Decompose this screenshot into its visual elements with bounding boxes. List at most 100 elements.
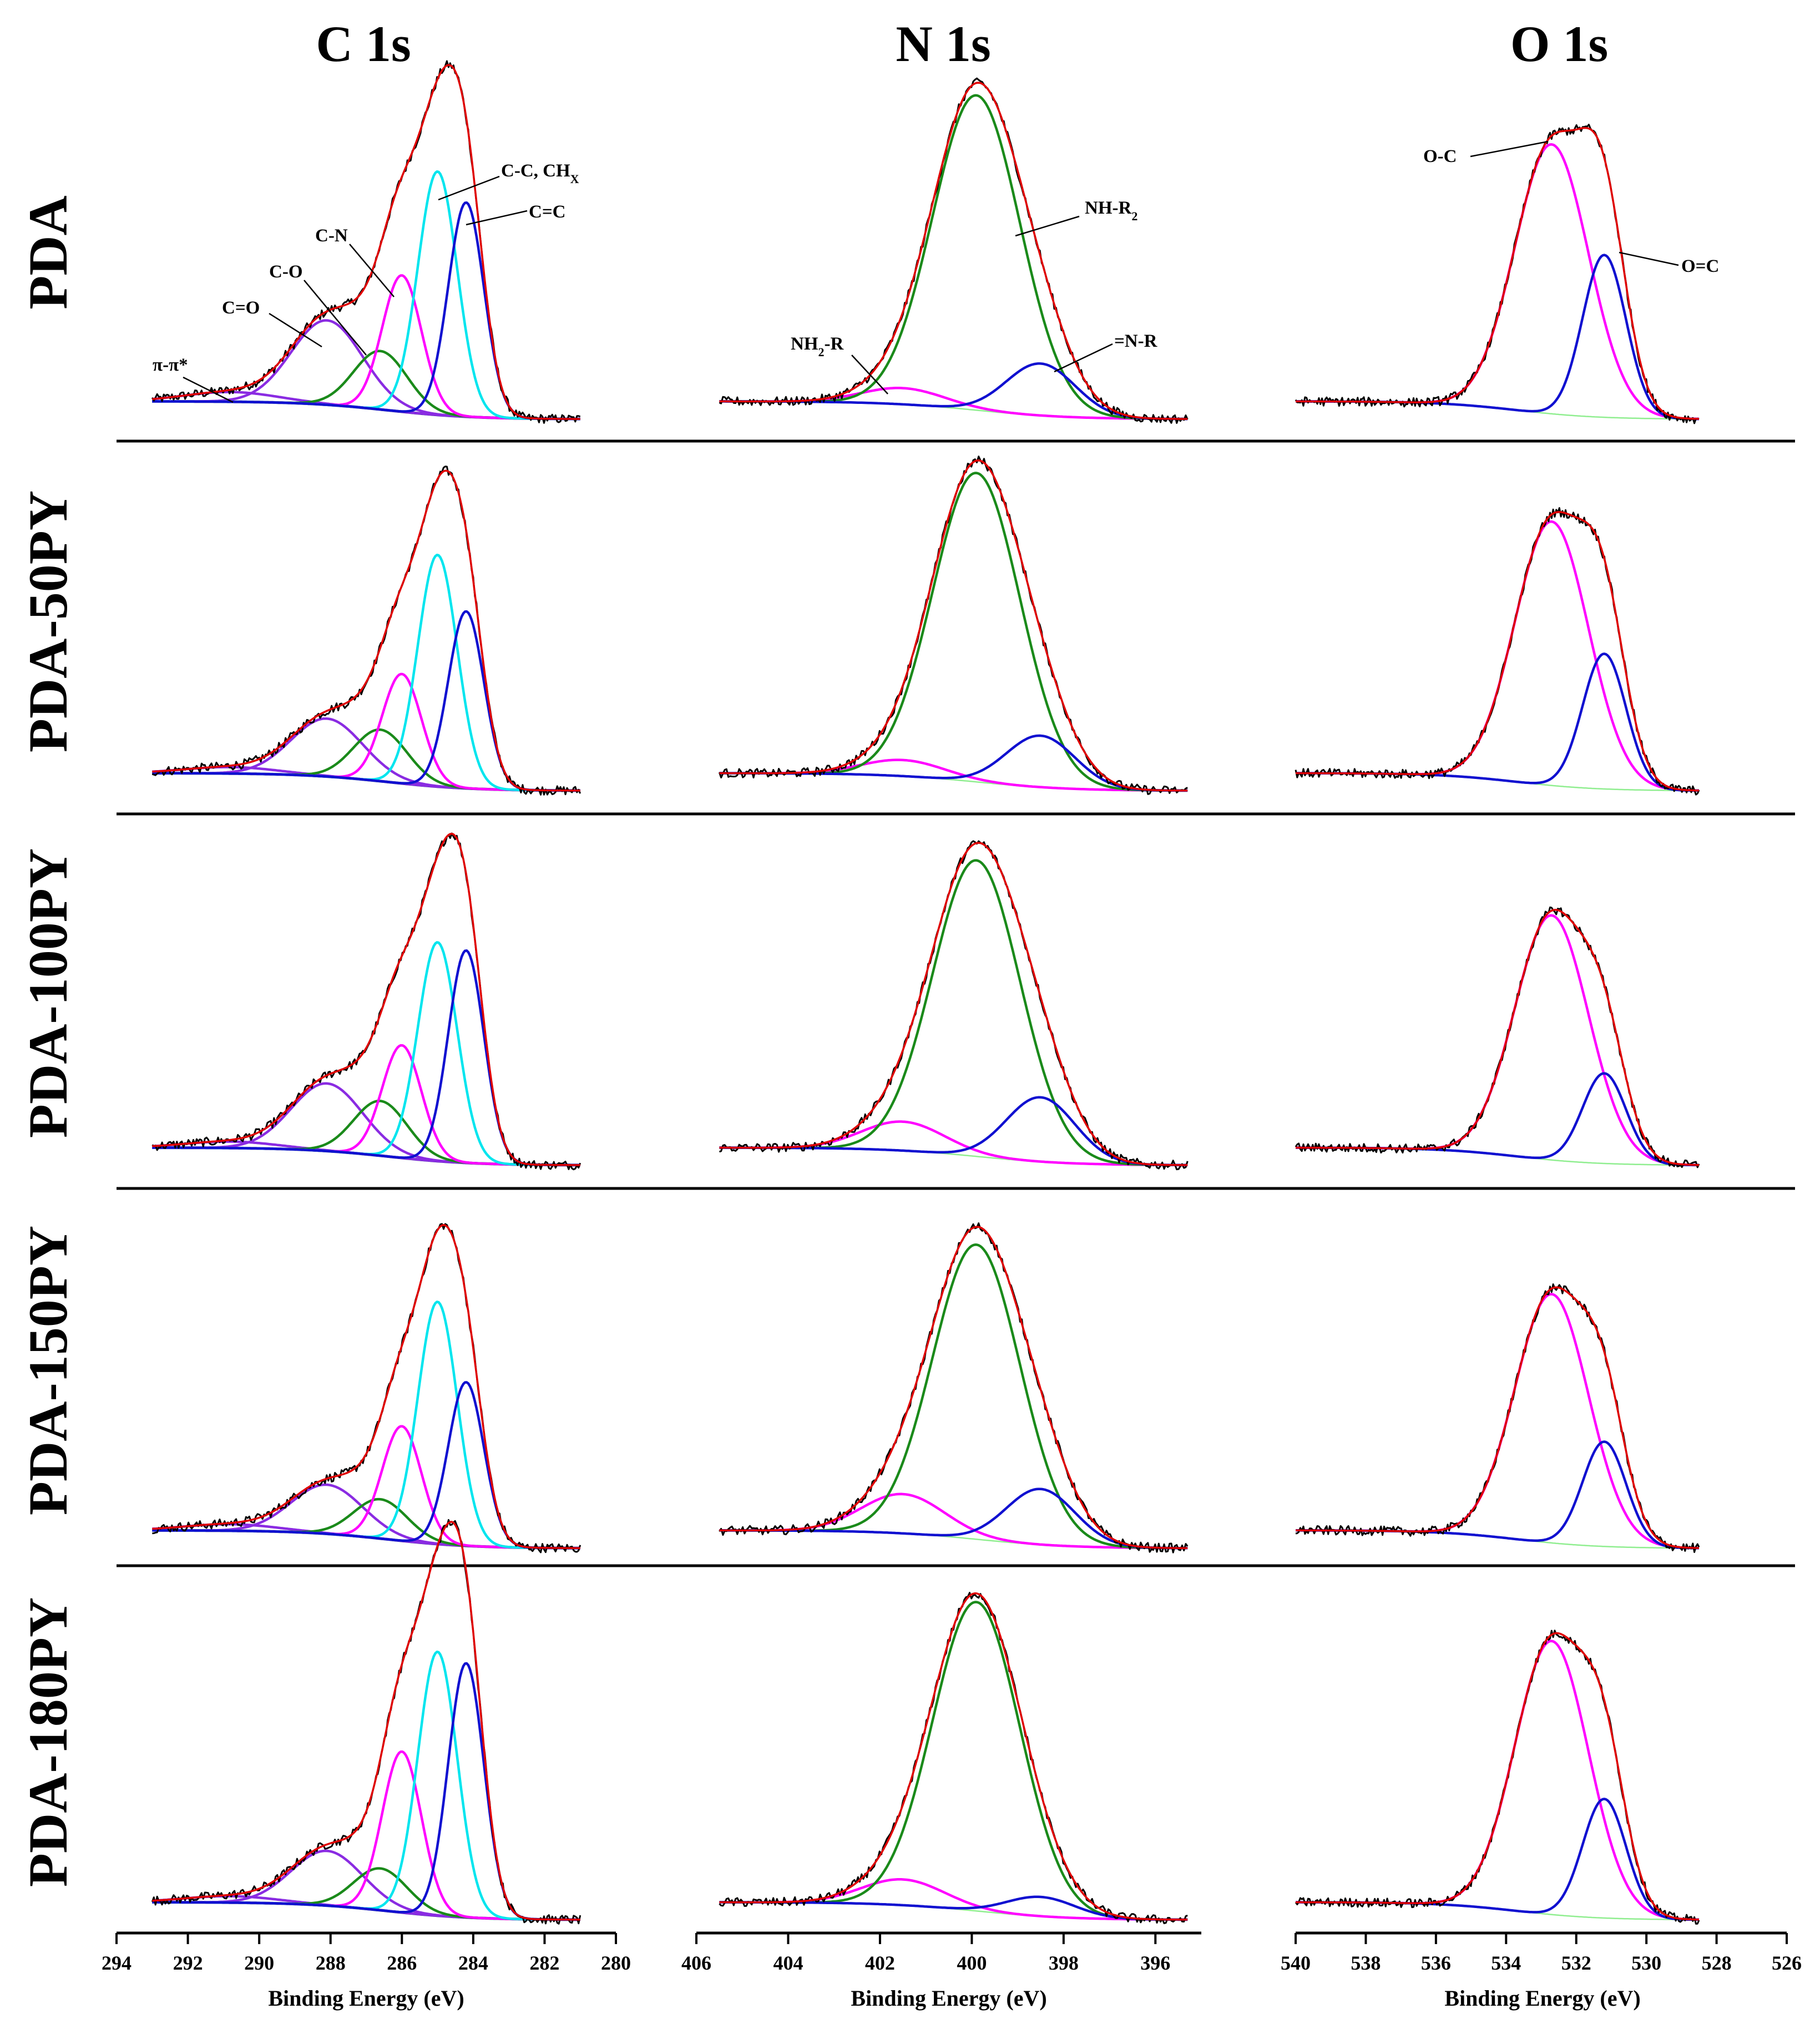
annotation-c-n: C-N [315, 226, 348, 246]
raw-spectrum [151, 60, 581, 424]
envelope-fit [719, 842, 1188, 1166]
component-o-c [1296, 254, 1699, 421]
annotation-nh2-r-main: NH [791, 334, 818, 354]
envelope-fit [152, 1521, 580, 1921]
annotation-c-eq-o: C=O [222, 298, 260, 318]
tick-label: 288 [316, 1952, 346, 1974]
tick-label: 284 [458, 1952, 488, 1974]
tick-label: 538 [1351, 1952, 1381, 1974]
envelope-fit [152, 469, 580, 792]
annotation-leader [1619, 251, 1679, 266]
annotation-leader [851, 355, 888, 394]
tick-label: 294 [102, 1952, 132, 1974]
tick-label: 290 [244, 1952, 274, 1974]
annotation-leader [183, 376, 234, 403]
envelope-fit [152, 64, 580, 420]
annotation-o-c: O-C [1423, 146, 1457, 166]
annotation-nh2-r-tail: -R [825, 334, 845, 354]
tick-label: 540 [1281, 1952, 1311, 1974]
annotation-leader [349, 244, 395, 297]
component-o-c [1296, 143, 1700, 421]
tick-label: 280 [601, 1952, 631, 1974]
x-axis-title-o1s: Binding Energy (eV) [1444, 1986, 1640, 2011]
background-line [152, 1901, 580, 1921]
annotation-c-o: C-O [269, 262, 303, 282]
row-title-pda-180py: PDA-180PY [17, 1597, 79, 1887]
raw-spectrum [151, 465, 582, 796]
row-title-pda-100py: PDA-100PY [17, 848, 79, 1138]
tick-label: 536 [1421, 1952, 1451, 1974]
component-c-c-chx [152, 553, 580, 792]
annotation-leader [304, 280, 367, 356]
annotation-nh2-r: NH2-R [791, 334, 844, 359]
row-title-pda-150py: PDA-150PY [17, 1226, 79, 1515]
annotation-leader [466, 210, 528, 226]
annotation-c-eq-c: C=C [529, 202, 565, 222]
annotation-leader [1054, 343, 1113, 373]
tick-label: 402 [865, 1952, 895, 1974]
component--n-r [719, 362, 1188, 421]
row-title-pda-50py: PDA-50PY [17, 490, 79, 752]
tick-label: 292 [173, 1952, 203, 1974]
x-axis-title-c1s: Binding Energy (eV) [268, 1986, 464, 2011]
row-title-pda: PDA [17, 195, 79, 310]
annotation-leader [438, 175, 500, 201]
annotation-o-eq-c: O=C [1681, 256, 1719, 276]
component-o-c [1296, 1293, 1699, 1550]
component-nh-r2 [719, 1601, 1188, 1921]
component-c-c [152, 201, 580, 421]
tick-label: 528 [1702, 1952, 1732, 1974]
tick-label: 396 [1140, 1952, 1170, 1974]
tick-label: 530 [1631, 1952, 1661, 1974]
component-nh-r2 [719, 1243, 1188, 1550]
tick-label: 398 [1049, 1952, 1079, 1974]
annotation-c-c-chx-sub: X [570, 172, 579, 186]
tick-label: 400 [957, 1952, 987, 1974]
raw-spectrum [1295, 1630, 1700, 1925]
component-o-c [1296, 1640, 1700, 1921]
component-c-n [152, 274, 580, 421]
component-o-c [1296, 914, 1699, 1167]
component-nh-r2 [719, 472, 1188, 792]
col-title-c1s: C 1s [316, 16, 411, 72]
annotation-leader [269, 312, 322, 348]
annotation-nh2-r-sub: 2 [818, 345, 825, 359]
annotation-eq-n-r: =N-R [1114, 331, 1158, 351]
envelope-fit [1296, 126, 1699, 420]
tick-label: 282 [529, 1952, 559, 1974]
col-title-o1s: O 1s [1510, 16, 1608, 72]
annotation-leader [1470, 140, 1549, 158]
spectra-curves [151, 60, 1700, 1925]
raw-spectrum [719, 840, 1189, 1171]
background-line [1296, 1901, 1699, 1921]
tick-label: 406 [681, 1952, 711, 1974]
tick-label: 532 [1561, 1952, 1591, 1974]
component-nh2-r [719, 1878, 1188, 1921]
envelope-fit [719, 1592, 1188, 1921]
annotation-nh-r2-main: NH-R [1085, 198, 1132, 218]
raw-spectrum [1295, 1283, 1700, 1553]
raw-spectrum [1295, 906, 1700, 1168]
component-nh2-r [719, 1492, 1188, 1550]
envelope-fit [719, 1226, 1188, 1550]
envelope-fit [719, 459, 1188, 792]
annotation-leader [1015, 215, 1080, 237]
annotation-c-c-chx-main: C-C, CH [501, 161, 570, 181]
tick-label: 404 [773, 1952, 803, 1974]
tick-label: 534 [1491, 1952, 1521, 1974]
annotation-nh-r2-sub: 2 [1131, 209, 1138, 223]
background-line [152, 772, 580, 792]
envelope-fit [719, 82, 1188, 420]
annotation-nh-r2: NH-R2 [1085, 198, 1138, 223]
raw-spectrum [719, 1222, 1189, 1554]
annotation-pi-pi-star: π-π* [153, 355, 188, 375]
x-axis-title-n1s: Binding Energy (eV) [851, 1986, 1046, 2011]
raw-spectrum [1295, 124, 1700, 424]
peak-annotations: π-π* C=O C-O C-N C-C, CHX C=C NH2-R NH-R… [153, 140, 1719, 403]
envelope-fit [1296, 511, 1700, 792]
envelope-fit [1296, 1632, 1700, 1921]
col-title-n1s: N 1s [896, 16, 990, 72]
envelope-fit [1296, 1286, 1699, 1549]
component-c-o [152, 319, 580, 421]
